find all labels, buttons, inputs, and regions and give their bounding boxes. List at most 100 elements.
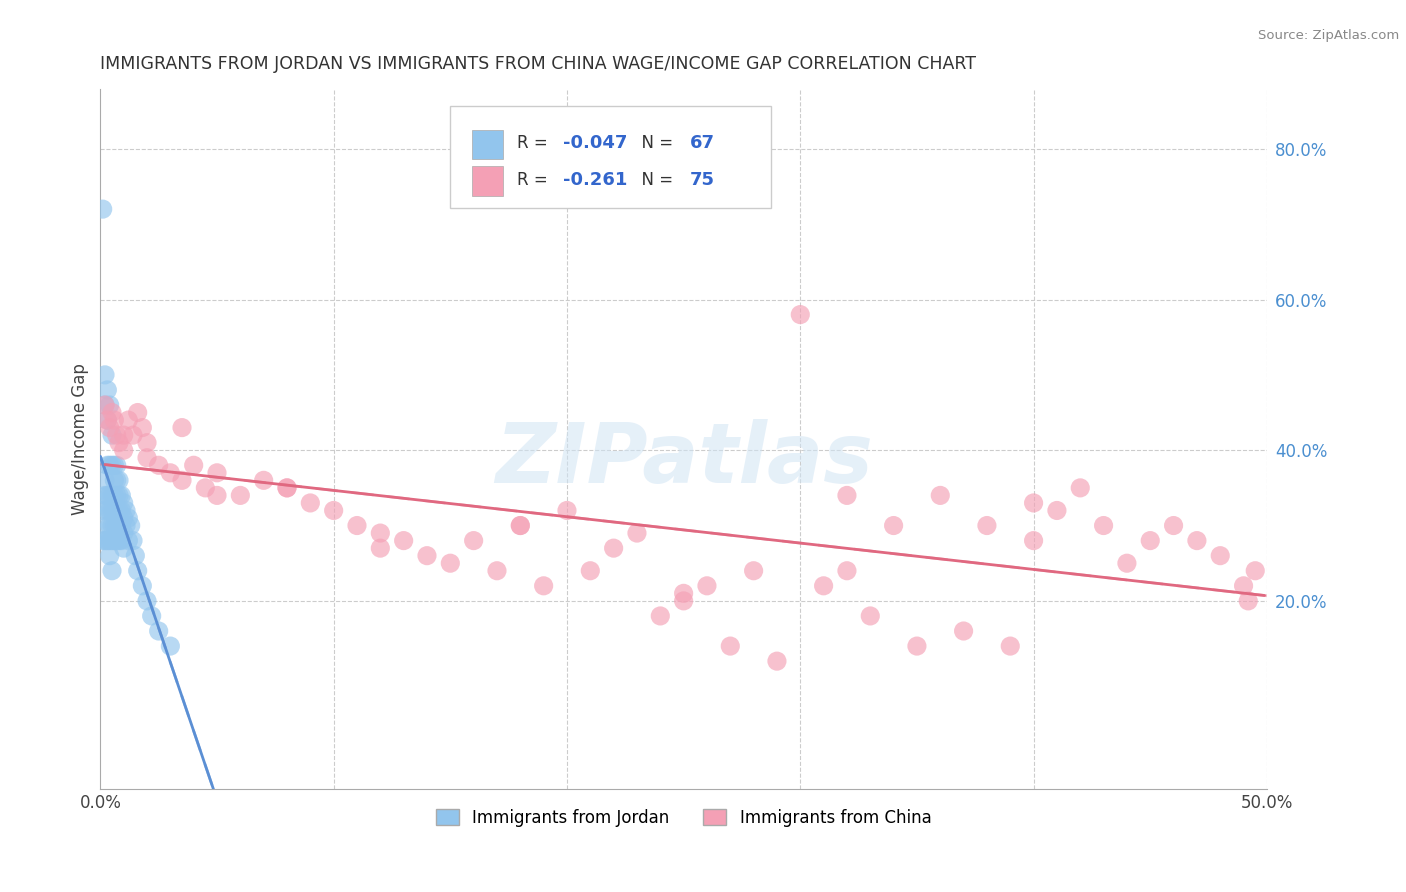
Point: [96, 458, 118, 473]
Point: [136, 435, 159, 450]
Point: [368, 541, 391, 556]
Point: [533, 579, 555, 593]
Point: [124, 549, 146, 563]
Point: [127, 564, 149, 578]
Point: [115, 503, 138, 517]
FancyBboxPatch shape: [472, 130, 503, 160]
Point: [96, 413, 118, 427]
Point: [229, 488, 252, 502]
Point: [1000, 639, 1022, 653]
Point: [91, 533, 114, 548]
Point: [742, 564, 765, 578]
Y-axis label: Wage/Income Gap: Wage/Income Gap: [72, 363, 89, 515]
Point: [96, 413, 118, 427]
Point: [96, 488, 118, 502]
Point: [108, 435, 131, 450]
Point: [929, 488, 952, 502]
Point: [110, 518, 132, 533]
Point: [101, 428, 124, 442]
Point: [555, 503, 578, 517]
Point: [579, 564, 602, 578]
Point: [112, 526, 135, 541]
Text: N =: N =: [631, 170, 673, 189]
Point: [101, 405, 124, 419]
Text: -0.047: -0.047: [564, 134, 628, 153]
Point: [108, 503, 131, 517]
Point: [103, 503, 125, 517]
Point: [117, 533, 139, 548]
Point: [159, 639, 181, 653]
Point: [110, 488, 132, 502]
Point: [122, 428, 145, 442]
Point: [105, 473, 128, 487]
Point: [136, 594, 159, 608]
Point: [205, 466, 228, 480]
Point: [98, 549, 121, 563]
Point: [1139, 533, 1161, 548]
Point: [122, 533, 145, 548]
Point: [105, 458, 128, 473]
Point: [509, 518, 531, 533]
Point: [976, 518, 998, 533]
Point: [94, 533, 117, 548]
Point: [103, 518, 125, 533]
Point: [392, 533, 415, 548]
Point: [253, 473, 276, 487]
Point: [141, 609, 163, 624]
Point: [1163, 518, 1185, 533]
Point: [112, 496, 135, 510]
Point: [602, 541, 624, 556]
Point: [94, 488, 117, 502]
Point: [1116, 556, 1139, 570]
Point: [108, 473, 131, 487]
Point: [276, 481, 298, 495]
Point: [96, 518, 118, 533]
Point: [159, 466, 181, 480]
Point: [952, 624, 974, 638]
Point: [103, 473, 125, 487]
FancyBboxPatch shape: [450, 106, 770, 208]
Point: [1022, 533, 1045, 548]
Point: [98, 398, 121, 412]
Point: [117, 413, 139, 427]
Point: [789, 308, 811, 322]
Point: [101, 488, 124, 502]
Point: [766, 654, 789, 668]
Point: [346, 518, 368, 533]
Point: [94, 398, 117, 412]
Point: [98, 420, 121, 434]
Point: [98, 518, 121, 533]
Point: [103, 458, 125, 473]
Point: [718, 639, 741, 653]
Text: Source: ZipAtlas.com: Source: ZipAtlas.com: [1258, 29, 1399, 43]
Point: [101, 533, 124, 548]
FancyBboxPatch shape: [472, 166, 503, 195]
Point: [94, 398, 117, 412]
Point: [94, 473, 117, 487]
Point: [101, 503, 124, 517]
Point: [322, 503, 344, 517]
Text: -0.261: -0.261: [564, 170, 628, 189]
Point: [105, 533, 128, 548]
Point: [368, 526, 391, 541]
Point: [170, 473, 193, 487]
Point: [485, 564, 508, 578]
Point: [194, 481, 217, 495]
Point: [148, 624, 170, 638]
Point: [96, 503, 118, 517]
Point: [112, 541, 135, 556]
Point: [1092, 518, 1115, 533]
Point: [276, 481, 298, 495]
Point: [117, 511, 139, 525]
Point: [103, 413, 125, 427]
Point: [626, 526, 648, 541]
Point: [112, 443, 135, 458]
Point: [105, 488, 128, 502]
Point: [136, 450, 159, 465]
Point: [108, 488, 131, 502]
Point: [463, 533, 485, 548]
Point: [835, 488, 858, 502]
Point: [1185, 533, 1208, 548]
Point: [98, 488, 121, 502]
Point: [103, 488, 125, 502]
